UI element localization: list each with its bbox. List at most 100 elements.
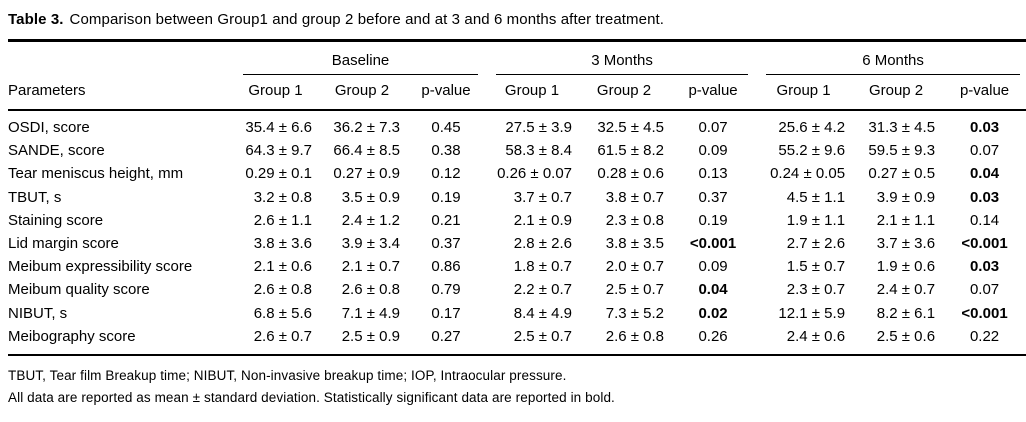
p-value-cell: 0.19 [698,211,728,229]
value-cell: 8.4 ± 4.9 [513,304,573,322]
p-value-cell: 0.02 [698,304,728,322]
table-row: Tear meniscus height, mm 0.29 ± 0.1 0.27… [8,162,1026,185]
value-cell: 4.5 ± 1.1 [786,188,846,206]
table-footnotes: TBUT, Tear film Breakup time; NIBUT, Non… [8,365,1018,408]
p-value-cell: <0.001 [961,304,1008,322]
value-cell: 3.8 ± 3.6 [253,235,312,253]
table-caption-text: Comparison between Group1 and group 2 be… [69,11,665,28]
value-cell: 36.2 ± 7.3 [333,119,400,136]
table-row: TBUT, s 3.2 ± 0.8 3.5 ± 0.9 0.19 3.7 ± 0… [8,186,1026,209]
value-cell: 2.3 ± 0.7 [786,281,846,299]
p-value-cell: 0.22 [969,327,1000,345]
value-cell: 61.5 ± 8.2 [597,142,665,160]
parameters-column-header: Parameters [8,75,233,111]
value-cell: 2.4 ± 1.2 [341,211,400,229]
3-months-header: 3 Months [496,51,749,75]
value-cell: 55.2 ± 9.6 [778,142,846,160]
value-cell: 8.2 ± 6.1 [876,304,936,322]
value-cell: 7.1 ± 4.9 [341,304,400,322]
value-cell: 31.3 ± 4.5 [868,119,936,136]
p-value-cell: 0.14 [969,211,1000,229]
empty-header-cell [8,41,233,76]
parameter-cell: Staining score [8,211,104,229]
table-row: Staining score 2.6 ± 1.1 2.4 ± 1.2 0.21 … [8,209,1026,232]
value-cell: 2.4 ± 0.6 [786,327,846,345]
footnote-statistics: All data are reported as mean ± standard… [8,389,615,405]
value-cell: 2.1 ± 1.1 [876,211,936,229]
value-cell: 2.6 ± 0.7 [253,327,312,345]
value-cell: 7.3 ± 5.2 [605,304,665,322]
value-cell: 66.4 ± 8.5 [333,142,400,160]
p-value-column-header: p-value [406,75,487,111]
value-cell: 2.7 ± 2.6 [786,235,846,253]
value-cell: 0.27 ± 0.5 [868,165,936,183]
value-cell: 2.5 ± 0.7 [513,327,573,345]
6-months-header: 6 Months [766,51,1021,75]
value-cell: 1.8 ± 0.7 [513,258,573,276]
group1-column-header: Group 1 [486,75,579,111]
p-value-column-header: p-value [941,75,1026,111]
parameter-cell: SANDE, score [8,142,105,160]
parameter-cell: Meibum expressibility score [8,258,193,276]
value-cell: 0.24 ± 0.05 [770,165,846,183]
p-value-cell: <0.001 [689,235,737,253]
value-cell: 0.27 ± 0.9 [333,165,400,183]
value-cell: 0.26 ± 0.07 [497,165,573,183]
value-cell: 2.1 ± 0.7 [341,258,400,276]
value-cell: 25.6 ± 4.2 [778,119,846,136]
group2-column-header: Group 2 [851,75,942,111]
value-cell: 3.9 ± 0.9 [876,188,936,206]
value-cell: 2.6 ± 1.1 [253,211,312,229]
value-cell: 58.3 ± 8.4 [505,142,573,160]
table-row: SANDE, score 64.3 ± 9.7 66.4 ± 8.5 0.38 … [8,139,1026,162]
table-row: Meibum quality score 2.6 ± 0.8 2.6 ± 0.8… [8,278,1026,301]
value-cell: 2.1 ± 0.6 [253,258,312,276]
p-value-cell: 0.45 [431,119,461,136]
p-value-cell: 0.03 [969,258,1000,276]
group1-column-header: Group 1 [233,75,318,111]
value-cell: 35.4 ± 6.6 [245,119,312,136]
value-cell: 59.5 ± 9.3 [868,142,936,160]
p-value-cell: 0.21 [431,211,461,229]
parameter-cell: Lid margin score [8,235,119,253]
value-cell: 3.2 ± 0.8 [253,188,312,206]
p-value-cell: 0.12 [431,165,461,183]
p-value-column-header: p-value [670,75,757,111]
value-cell: 3.7 ± 3.6 [876,235,936,253]
value-cell: 2.6 ± 0.8 [253,281,312,299]
p-value-cell: 0.38 [431,142,461,160]
parameter-cell: OSDI, score [8,119,90,136]
p-value-cell: 0.13 [698,165,728,183]
parameter-cell: TBUT, s [8,188,62,206]
value-cell: 3.9 ± 3.4 [341,235,400,253]
parameter-cell: Meibography score [8,327,136,345]
p-value-cell: 0.03 [969,119,1000,136]
baseline-header-cell: Baseline [233,41,486,75]
value-cell: 27.5 ± 3.9 [505,119,573,136]
parameter-cell: NIBUT, s [8,304,68,322]
value-cell: 1.5 ± 0.7 [786,258,846,276]
footnote-abbreviations: TBUT, Tear film Breakup time; NIBUT, Non… [8,368,567,384]
value-cell: 2.4 ± 0.7 [876,281,936,299]
table-row: Lid margin score 3.8 ± 3.6 3.9 ± 3.4 0.3… [8,232,1026,255]
p-value-cell: 0.07 [969,142,1000,160]
value-cell: 2.2 ± 0.7 [513,281,573,299]
group2-column-header: Group 2 [578,75,671,111]
value-cell: 0.28 ± 0.6 [597,165,665,183]
value-cell: 6.8 ± 5.6 [253,304,312,322]
group2-column-header: Group 2 [318,75,406,111]
value-cell: 0.29 ± 0.1 [245,165,312,183]
p-value-cell: 0.37 [431,235,461,253]
value-cell: 2.5 ± 0.6 [876,327,936,345]
p-value-cell: 0.79 [431,281,461,299]
p-value-cell: 0.07 [969,281,1000,299]
value-cell: 3.8 ± 0.7 [605,188,665,206]
p-value-cell: 0.09 [698,142,728,160]
3-months-header-cell: 3 Months [486,41,756,75]
table-row: Meibum expressibility score 2.1 ± 0.6 2.… [8,255,1026,278]
table-row: Meibography score 2.6 ± 0.7 2.5 ± 0.9 0.… [8,325,1026,355]
value-cell: 3.7 ± 0.7 [513,188,573,206]
6-months-header-cell: 6 Months [756,41,1026,75]
value-cell: 32.5 ± 4.5 [597,119,665,136]
p-value-cell: 0.27 [431,327,461,345]
